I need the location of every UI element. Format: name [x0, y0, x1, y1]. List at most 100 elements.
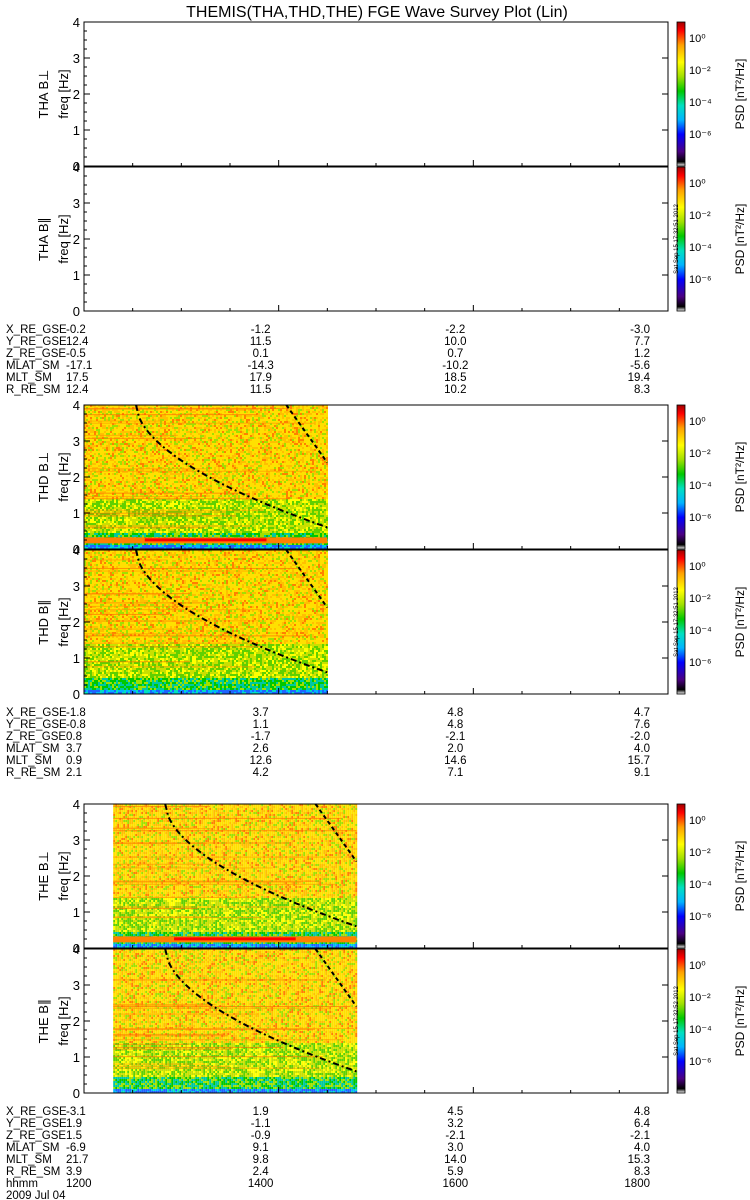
ephemeris-value: 0.1: [253, 348, 269, 360]
ephemeris-value: -1.8: [66, 707, 86, 719]
ytick-label: 2: [73, 1014, 80, 1029]
ephemeris-value: 9.1: [253, 1142, 269, 1154]
time-tick-label: 1600: [443, 1178, 469, 1190]
colorbar-tick: 10⁻²: [689, 593, 711, 605]
ephemeris-value: 7.1: [447, 767, 463, 779]
ephemeris-value: 0.7: [447, 348, 463, 360]
ephemeris-name: X_RE_GSE: [6, 707, 67, 719]
colorbar-tick: 10⁰: [689, 561, 706, 573]
ephemeris-name: MLAT_SM: [6, 360, 59, 372]
ytick-label: 1: [73, 905, 80, 920]
ephemeris-value: -0.8: [66, 719, 86, 731]
panel-label: THE B∥: [36, 999, 51, 1044]
ytick-label: 1: [73, 1050, 80, 1065]
ephemeris-value: 19.4: [628, 372, 651, 384]
ephemeris-value: 3.2: [447, 1118, 463, 1130]
ephemeris-name: MLAT_SM: [6, 1142, 59, 1154]
timestamp: Sat Sep 15 17:32:51 2012: [674, 203, 680, 273]
colorbar-label: PSD [nT²/Hz]: [733, 204, 747, 275]
ytick-label: 1: [73, 506, 80, 521]
ephemeris-value: 8.3: [634, 1166, 650, 1178]
ephemeris-name: R_RE_SM: [6, 384, 60, 396]
ytick-label: 0: [73, 304, 80, 319]
date-label: 2009 Jul 04: [6, 1190, 66, 1200]
ephemeris-value: -0.9: [251, 1130, 271, 1142]
ephemeris-value: 12.4: [66, 384, 89, 396]
ytick-label: 4: [73, 543, 80, 558]
ytick-label: 2: [73, 869, 80, 884]
y-axis-label: freq [Hz]: [56, 851, 71, 900]
ephemeris-value: 3.9: [66, 1166, 82, 1178]
ephemeris-value: 7.7: [634, 336, 650, 348]
ephemeris-name: X_RE_GSE: [6, 324, 67, 336]
ytick-label: 3: [73, 978, 80, 993]
ephemeris-name: Y_RE_GSE: [6, 1118, 67, 1130]
timestamp: Sat Sep 15 17:32:52 2012: [674, 985, 680, 1055]
colorbar-tick: 10⁻⁶: [689, 129, 712, 141]
colorbar: 10⁰ 10⁻² 10⁻⁴ 10⁻⁶ PSD [nT²/Hz]: [677, 22, 747, 166]
colorbar-tick: 10⁻²: [689, 210, 711, 222]
colorbar-tick: 10⁻²: [689, 65, 711, 77]
ephemeris-value: 17.5: [66, 372, 88, 384]
plot-title: THEMIS(THA,THD,THE) FGE Wave Survey Plot…: [186, 4, 568, 21]
ephemeris-value: -3.1: [66, 1106, 86, 1118]
ytick-label: 0: [73, 687, 80, 702]
ephemeris-value: 10.0: [444, 336, 466, 348]
ephemeris-value: 5.9: [447, 1166, 463, 1178]
ephemeris-value: -0.2: [66, 324, 86, 336]
time-tick-label: 1400: [248, 1178, 274, 1190]
ephemeris-value: -1.2: [251, 324, 271, 336]
ytick-label: 1: [73, 651, 80, 666]
ephemeris-value: 2.4: [253, 1166, 270, 1178]
ytick-label: 4: [73, 797, 80, 812]
ephemeris-value: 0.8: [66, 731, 82, 743]
ephemeris-value: 8.3: [634, 384, 650, 396]
timestamp: Sat Sep 15 17:32:51 2012: [674, 586, 680, 656]
time-tick-label: 1800: [624, 1178, 650, 1190]
ytick-label: 1: [73, 268, 80, 283]
colorbar-tick: 10⁻⁶: [689, 657, 712, 669]
y-axis-label: freq [Hz]: [56, 452, 71, 501]
ephemeris-value: -5.6: [630, 360, 650, 372]
ephemeris-name: MLT_SM: [6, 372, 52, 384]
colorbar-tick: 10⁰: [689, 815, 706, 827]
colorbar-tick: 10⁻²: [689, 992, 711, 1004]
ephemeris-value: -0.5: [66, 348, 86, 360]
colorbar-tick: 10⁰: [689, 960, 706, 972]
ephemeris-value: 15.3: [628, 1154, 650, 1166]
colorbar-tick: 10⁻⁶: [689, 1056, 712, 1068]
colorbar-label: PSD [nT²/Hz]: [733, 59, 747, 130]
colorbar-tick: 10⁰: [689, 416, 706, 428]
ephemeris-value: -2.0: [630, 731, 650, 743]
ephemeris-name: R_RE_SM: [6, 1166, 60, 1178]
ephemeris-value: 3.7: [66, 743, 82, 755]
panel-label: THE B⊥: [36, 851, 51, 901]
ephemeris-table: X_RE_GSE -3.1 1.9 4.5 4.8Y_RE_GSE 1.9 -1.1 3.2 6…: [6, 1106, 651, 1200]
ephemeris-name: Z_RE_GSE: [6, 731, 66, 743]
colorbar-label: PSD [nT²/Hz]: [733, 841, 747, 912]
ephemeris-value: -3.0: [630, 324, 650, 336]
ephemeris-value: -6.9: [66, 1142, 86, 1154]
y-axis-label: freq [Hz]: [56, 69, 71, 118]
ephemeris-value: 1.9: [253, 1106, 269, 1118]
colorbar-tick: 10⁻⁴: [689, 97, 712, 109]
ephemeris-value: 4.8: [447, 707, 463, 719]
ephemeris-value: 4.0: [634, 1142, 650, 1154]
colorbar-tick: 10⁻⁴: [689, 1024, 712, 1036]
ytick-label: 3: [73, 51, 80, 66]
spectrogram: [84, 550, 328, 694]
colorbar-tick: 10⁻⁴: [689, 480, 712, 492]
ephemeris-value: 1.1: [253, 719, 269, 731]
time-tick-label: 1200: [66, 1178, 92, 1190]
colorbar-tick: 10⁰: [689, 33, 706, 45]
ephemeris-value: 10.2: [444, 384, 466, 396]
ephemeris-name: MLT_SM: [6, 755, 52, 767]
